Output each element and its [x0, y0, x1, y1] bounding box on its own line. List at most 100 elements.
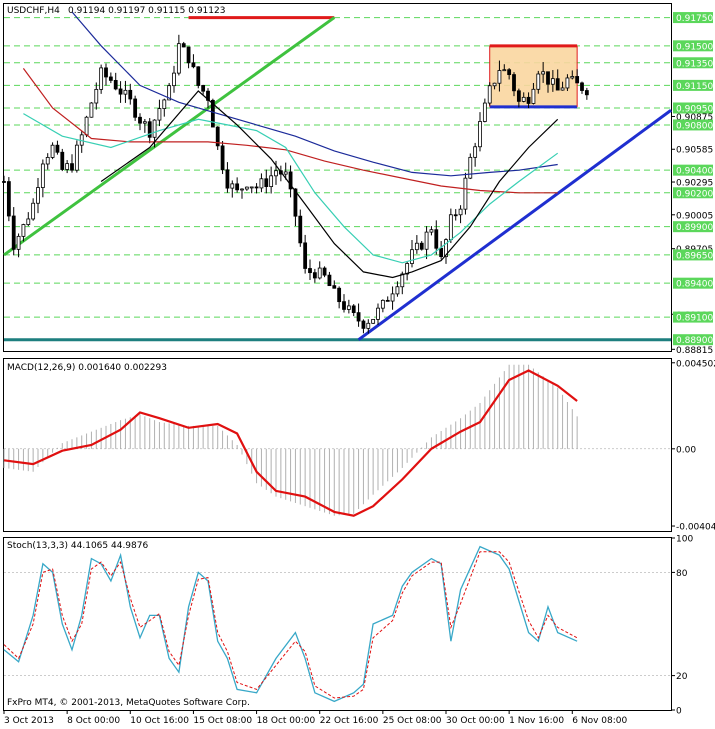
candle-body — [560, 87, 565, 91]
candle-body — [196, 66, 201, 86]
ma-cyan-line — [23, 113, 559, 264]
candle-body — [201, 85, 206, 92]
candle-body — [240, 188, 244, 191]
candle-body — [288, 171, 293, 190]
candle-body — [405, 263, 410, 275]
candle-body — [502, 69, 507, 72]
candle-body — [118, 88, 123, 95]
stoch-tick-label: 20 — [676, 672, 688, 682]
candle-body — [458, 208, 463, 216]
stoch-signal-line — [3, 551, 578, 699]
candle-body — [526, 96, 531, 104]
candle-body — [133, 98, 138, 118]
price-tick-label: 0.90950 — [676, 104, 713, 114]
candle-body — [303, 242, 308, 269]
candle-body — [473, 146, 478, 158]
candle-body — [521, 96, 526, 102]
candle-body — [351, 305, 356, 314]
candle-body — [575, 76, 580, 84]
candle-body — [186, 46, 191, 64]
time-tick-label: 18 Oct 00:00 — [257, 716, 316, 726]
candle-body — [468, 156, 473, 179]
candle-body — [492, 82, 497, 87]
candle-body — [176, 43, 181, 74]
candle-body — [70, 163, 74, 171]
price-label-box — [673, 221, 713, 233]
time-tick-label: 15 Oct 08:00 — [193, 716, 252, 726]
candle-body — [298, 215, 303, 244]
candle-body — [147, 121, 152, 138]
time-tick-label: 10 Oct 16:00 — [130, 716, 189, 726]
candle-body — [366, 322, 371, 329]
candle-body — [580, 82, 584, 91]
candle-body — [21, 224, 26, 237]
candle-body — [512, 74, 516, 92]
candle-body — [308, 268, 312, 274]
candle-body — [424, 231, 429, 250]
candle-body — [434, 229, 439, 249]
price-label-box — [673, 79, 713, 91]
candle-body — [414, 242, 419, 251]
macd-label: MACD(12,26,9) 0.001640 0.002293 — [7, 363, 167, 373]
candle-body — [11, 215, 16, 250]
candle-body — [264, 178, 269, 188]
moving-averages — [22, 11, 559, 279]
ohlc-label: 0.91194 0.91197 0.91115 0.91123 — [68, 6, 225, 16]
macd-axis-labels: 0.004502 0.00 -0.00404 — [671, 359, 715, 533]
candle-body — [546, 71, 550, 85]
ma-navy-line — [71, 11, 558, 177]
candle-body — [371, 318, 376, 324]
candle-body — [327, 274, 332, 287]
time-tick-label: 6 Nov 08:00 — [572, 716, 627, 726]
candle-body — [346, 305, 351, 310]
price-label-box — [673, 12, 713, 24]
time-axis-labels: 3 Oct 2013 8 Oct 00:00 10 Oct 16:00 15 Oct … — [3, 710, 628, 726]
candle-body — [410, 249, 414, 264]
candle-body — [312, 272, 317, 279]
candle-body — [142, 121, 147, 124]
candle-body — [45, 157, 50, 165]
price-drawings — [3, 16, 672, 342]
price-tick-label: 0.90200 — [676, 189, 713, 199]
candle-body — [225, 169, 230, 189]
candle-body — [541, 71, 546, 75]
macd-tick-label: -0.00404 — [676, 523, 715, 533]
price-tick-label: 0.89400 — [676, 280, 713, 290]
candle-body — [439, 247, 444, 258]
candle-body — [65, 163, 70, 170]
candle-body — [6, 181, 11, 217]
price-tick-label: 0.91150 — [676, 82, 713, 92]
candle-body — [536, 73, 541, 90]
candle-body — [376, 307, 380, 320]
candle-body — [172, 72, 176, 87]
price-tick-label: 0.90800 — [676, 121, 713, 131]
stoch-tick-label: 0 — [676, 707, 682, 717]
price-tick-label: 0.89650 — [676, 251, 713, 261]
stoch-panel-frame — [3, 537, 672, 711]
candle-body — [283, 171, 288, 175]
candle-body — [36, 187, 40, 204]
price-tick-label: 0.91350 — [676, 59, 713, 69]
candle-body — [497, 70, 502, 84]
stoch-tick-label: 100 — [676, 535, 693, 545]
symbol-label: USDCHF,H4 — [7, 6, 60, 16]
candle-body — [555, 78, 560, 91]
candle-body — [317, 267, 322, 279]
candle-body — [259, 178, 264, 189]
candle-body — [40, 163, 45, 188]
candle-body — [342, 301, 346, 310]
candle-body — [99, 67, 104, 90]
candle-body — [478, 121, 482, 148]
copyright-label: FxPro MT4, © 2001-2013, MetaQuotes Softw… — [7, 698, 250, 708]
candle-body — [361, 320, 366, 329]
candle-body — [356, 312, 361, 322]
candle-body — [94, 88, 99, 104]
candle-body — [123, 89, 128, 95]
trendline-green — [3, 16, 336, 257]
candle-body — [463, 177, 468, 210]
candle-body — [210, 99, 215, 128]
candle-body — [244, 186, 249, 190]
price-label-box — [673, 164, 713, 176]
macd-plot — [3, 364, 671, 517]
candle-body — [274, 170, 278, 177]
